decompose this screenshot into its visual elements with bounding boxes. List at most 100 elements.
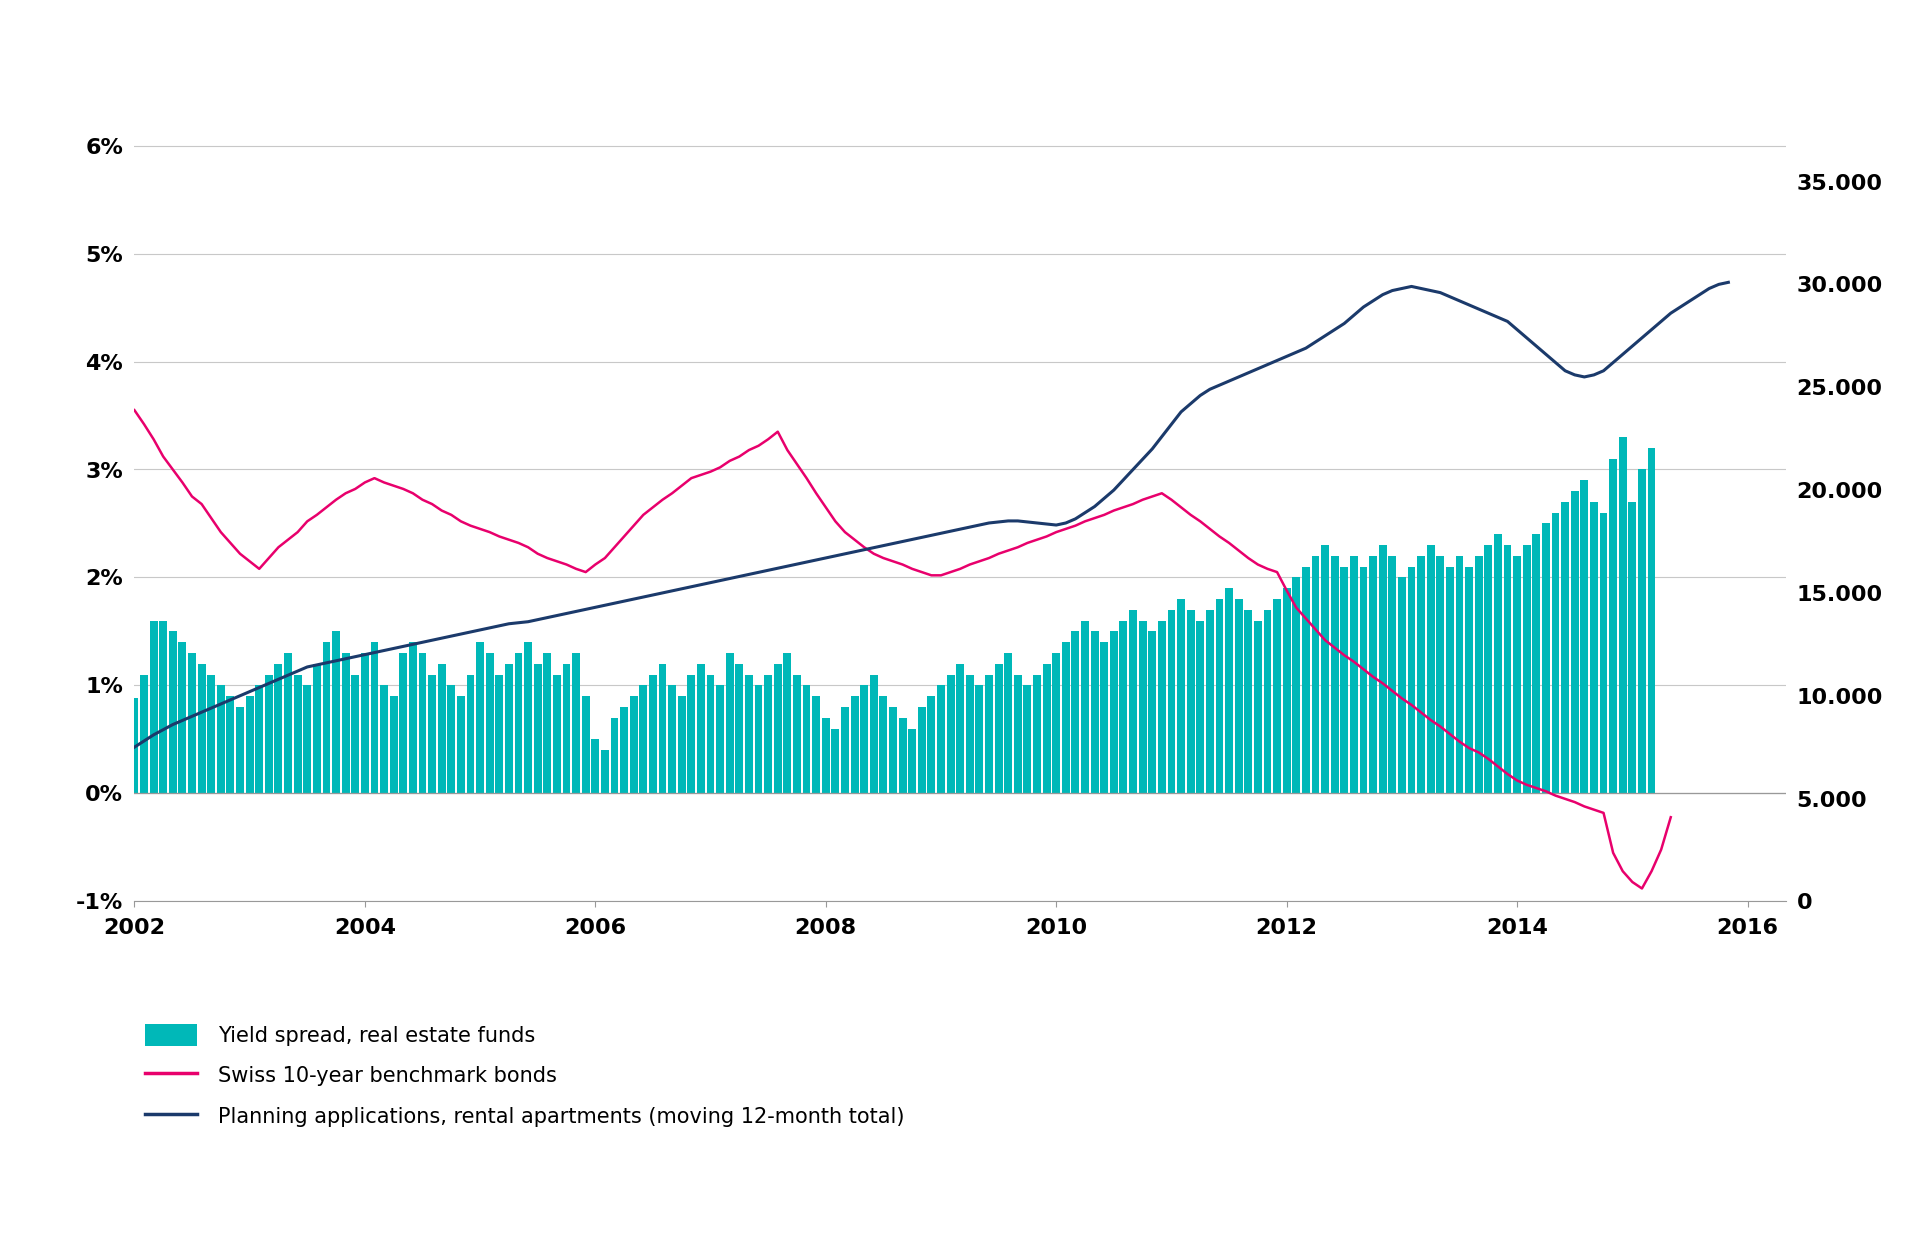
Bar bbox=[1139, 621, 1146, 794]
Bar bbox=[822, 717, 829, 794]
Bar bbox=[169, 631, 177, 794]
Bar bbox=[1484, 545, 1492, 794]
Bar bbox=[524, 642, 532, 794]
Bar bbox=[735, 664, 743, 794]
Bar bbox=[1638, 470, 1645, 794]
Bar bbox=[351, 675, 359, 794]
Bar bbox=[553, 675, 561, 794]
Bar bbox=[495, 675, 503, 794]
Bar bbox=[1503, 545, 1511, 794]
Bar bbox=[707, 675, 714, 794]
Bar bbox=[428, 675, 436, 794]
Bar bbox=[1628, 502, 1636, 794]
Bar bbox=[630, 696, 637, 794]
Bar bbox=[1571, 491, 1578, 794]
Bar bbox=[150, 621, 157, 794]
Bar bbox=[889, 707, 897, 794]
Bar bbox=[639, 685, 647, 794]
Bar bbox=[1158, 621, 1165, 794]
Bar bbox=[937, 685, 945, 794]
Bar bbox=[1235, 598, 1242, 794]
Bar bbox=[649, 675, 657, 794]
Bar bbox=[1081, 621, 1089, 794]
Bar bbox=[870, 675, 877, 794]
Bar bbox=[1091, 631, 1098, 794]
Bar bbox=[342, 654, 349, 794]
Bar bbox=[1023, 685, 1031, 794]
Bar bbox=[1014, 675, 1021, 794]
Bar bbox=[188, 654, 196, 794]
Bar bbox=[1225, 588, 1233, 794]
Bar bbox=[687, 675, 695, 794]
Bar bbox=[1273, 598, 1281, 794]
Bar bbox=[985, 675, 993, 794]
Bar bbox=[140, 675, 148, 794]
Bar bbox=[1331, 556, 1338, 794]
Bar bbox=[198, 664, 205, 794]
Bar bbox=[1215, 598, 1223, 794]
Bar bbox=[515, 654, 522, 794]
Bar bbox=[803, 685, 810, 794]
Bar bbox=[380, 685, 388, 794]
Bar bbox=[1388, 556, 1396, 794]
Bar bbox=[1436, 556, 1444, 794]
Bar bbox=[1043, 664, 1050, 794]
Bar bbox=[1129, 610, 1137, 794]
Bar bbox=[419, 654, 426, 794]
Bar bbox=[956, 664, 964, 794]
Bar bbox=[1071, 631, 1079, 794]
Bar bbox=[1302, 567, 1309, 794]
Bar bbox=[1475, 556, 1482, 794]
Bar bbox=[812, 696, 820, 794]
Bar bbox=[995, 664, 1002, 794]
Bar bbox=[1590, 502, 1597, 794]
Bar bbox=[659, 664, 666, 794]
Bar bbox=[927, 696, 935, 794]
Bar bbox=[1263, 610, 1271, 794]
Bar bbox=[207, 675, 215, 794]
Bar bbox=[572, 654, 580, 794]
Bar bbox=[399, 654, 407, 794]
Bar bbox=[1254, 621, 1261, 794]
Bar bbox=[1206, 610, 1213, 794]
Bar bbox=[697, 664, 705, 794]
Bar bbox=[1196, 621, 1204, 794]
Bar bbox=[899, 717, 906, 794]
Bar bbox=[975, 685, 983, 794]
Bar bbox=[1427, 545, 1434, 794]
Bar bbox=[620, 707, 628, 794]
Bar bbox=[1417, 556, 1425, 794]
Bar bbox=[918, 707, 925, 794]
Bar bbox=[323, 642, 330, 794]
Bar bbox=[841, 707, 849, 794]
Bar bbox=[1311, 556, 1319, 794]
Bar bbox=[1340, 567, 1348, 794]
Bar bbox=[447, 685, 455, 794]
Bar bbox=[764, 675, 772, 794]
Bar bbox=[1052, 654, 1060, 794]
Bar bbox=[1033, 675, 1041, 794]
Bar bbox=[476, 642, 484, 794]
Bar bbox=[1513, 556, 1521, 794]
Bar bbox=[409, 642, 417, 794]
Bar bbox=[313, 664, 321, 794]
Bar bbox=[860, 685, 868, 794]
Bar bbox=[467, 675, 474, 794]
Bar bbox=[1110, 631, 1117, 794]
Bar bbox=[1609, 458, 1617, 794]
Bar bbox=[563, 664, 570, 794]
Legend: Yield spread, real estate funds, Swiss 10-year benchmark bonds, Planning applica: Yield spread, real estate funds, Swiss 1… bbox=[144, 1024, 904, 1127]
Bar bbox=[1542, 523, 1549, 794]
Bar bbox=[611, 717, 618, 794]
Bar bbox=[726, 654, 733, 794]
Bar bbox=[217, 685, 225, 794]
Bar bbox=[601, 750, 609, 794]
Bar bbox=[371, 642, 378, 794]
Bar bbox=[1551, 513, 1559, 794]
Bar bbox=[1561, 502, 1569, 794]
Bar bbox=[1523, 545, 1530, 794]
Bar bbox=[1580, 481, 1588, 794]
Bar bbox=[851, 696, 858, 794]
Bar bbox=[1321, 545, 1329, 794]
Bar bbox=[1292, 577, 1300, 794]
